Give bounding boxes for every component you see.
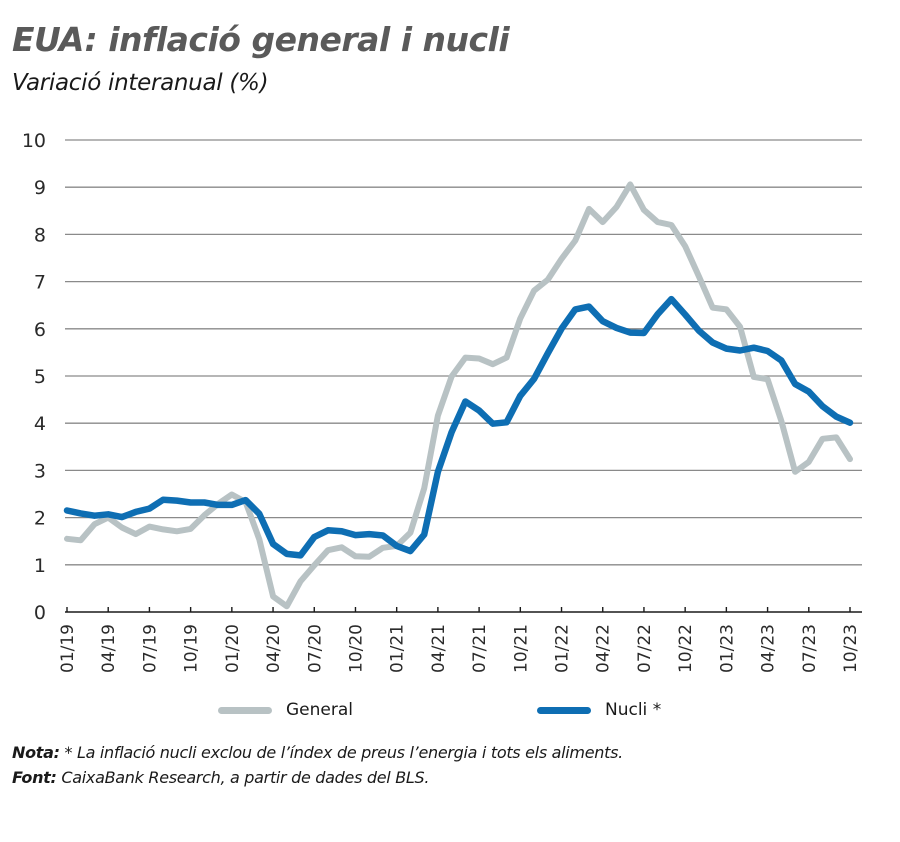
x-tick-label-10/19: 10/19 (182, 624, 202, 673)
note-label: Nota: (12, 743, 60, 762)
y-tick-label-0: 0 (34, 602, 46, 624)
legend-label-nucli: Nucli * (605, 700, 662, 720)
y-tick-label-1: 1 (34, 555, 46, 577)
note-text: * La inflació nucli exclou de l’índex de… (59, 743, 624, 762)
x-tick-label-04/22: 04/22 (594, 624, 614, 673)
x-tick-label-01/20: 01/20 (223, 624, 243, 673)
y-axis-ticks: 0 1 2 3 4 5 6 7 8 9 10 (22, 130, 46, 624)
x-tick-label-10/23: 10/23 (841, 624, 861, 673)
source-label: Font: (12, 768, 57, 787)
y-tick-label-4: 4 (34, 413, 46, 435)
y-tick-label-5: 5 (34, 366, 46, 388)
y-tick-label-9: 9 (34, 177, 46, 199)
y-tick-label-6: 6 (34, 319, 46, 341)
y-tick-label-7: 7 (34, 272, 46, 294)
chart-title: EUA: inflació general i nucli (12, 20, 510, 59)
x-tick-label-04/23: 04/23 (759, 624, 779, 673)
line-chart: 0 1 2 3 4 5 6 7 8 9 10 01/19 04/19 07/19 10/19 01/20 04… (22, 130, 862, 673)
legend-swatch-general (218, 706, 272, 714)
footnotes: Nota: * La inflació nucli exclou de l’ín… (12, 740, 623, 790)
x-tick-label-01/23: 01/23 (717, 624, 737, 673)
note-line: Nota: * La inflació nucli exclou de l’ín… (12, 740, 623, 765)
series-lines (63, 181, 854, 610)
legend-swatch-nucli (537, 706, 591, 714)
source-line: Font: CaixaBank Research, a partir de da… (12, 765, 623, 790)
legend-item-general: General (218, 700, 353, 720)
series-line-nucli (63, 295, 854, 559)
source-text: CaixaBank Research, a partir de dades de… (56, 768, 430, 787)
y-tick-label-2: 2 (34, 508, 46, 530)
x-tick-label-10/21: 10/21 (511, 624, 531, 673)
series-line-general (64, 181, 853, 610)
x-tick-label-04/21: 04/21 (429, 624, 449, 673)
x-tick-label-10/22: 10/22 (676, 624, 696, 673)
x-tick-label-04/19: 04/19 (99, 624, 119, 673)
x-tick-label-07/23: 07/23 (800, 624, 820, 673)
x-tick-label-07/19: 07/19 (140, 624, 160, 673)
x-tick-label-04/20: 04/20 (264, 624, 284, 673)
x-tick-label-07/21: 07/21 (470, 624, 490, 673)
legend-label-general: General (286, 700, 353, 720)
legend: General Nucli * (0, 700, 900, 730)
x-tick-label-07/20: 07/20 (305, 624, 325, 673)
x-tick-label-10/20: 10/20 (346, 624, 366, 673)
x-axis: 01/19 04/19 07/19 10/19 01/20 04/20 07/20 10/20… (58, 607, 862, 673)
x-tick-label-01/21: 01/21 (388, 624, 408, 673)
y-tick-label-3: 3 (34, 460, 46, 482)
x-tick-label-01/19: 01/19 (58, 624, 78, 673)
legend-item-nucli: Nucli * (537, 700, 661, 720)
chart-subtitle: Variació interanual (%) (12, 70, 269, 96)
x-tick-label-01/22: 01/22 (553, 624, 573, 673)
y-tick-label-10: 10 (22, 130, 46, 152)
x-tick-label-07/22: 07/22 (635, 624, 655, 673)
y-tick-label-8: 8 (34, 224, 46, 246)
